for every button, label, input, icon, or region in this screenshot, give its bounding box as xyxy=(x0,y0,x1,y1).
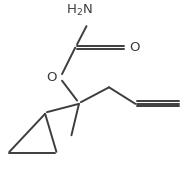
Text: O: O xyxy=(46,71,56,84)
Text: H$_2$N: H$_2$N xyxy=(66,3,92,18)
Text: O: O xyxy=(130,41,140,54)
